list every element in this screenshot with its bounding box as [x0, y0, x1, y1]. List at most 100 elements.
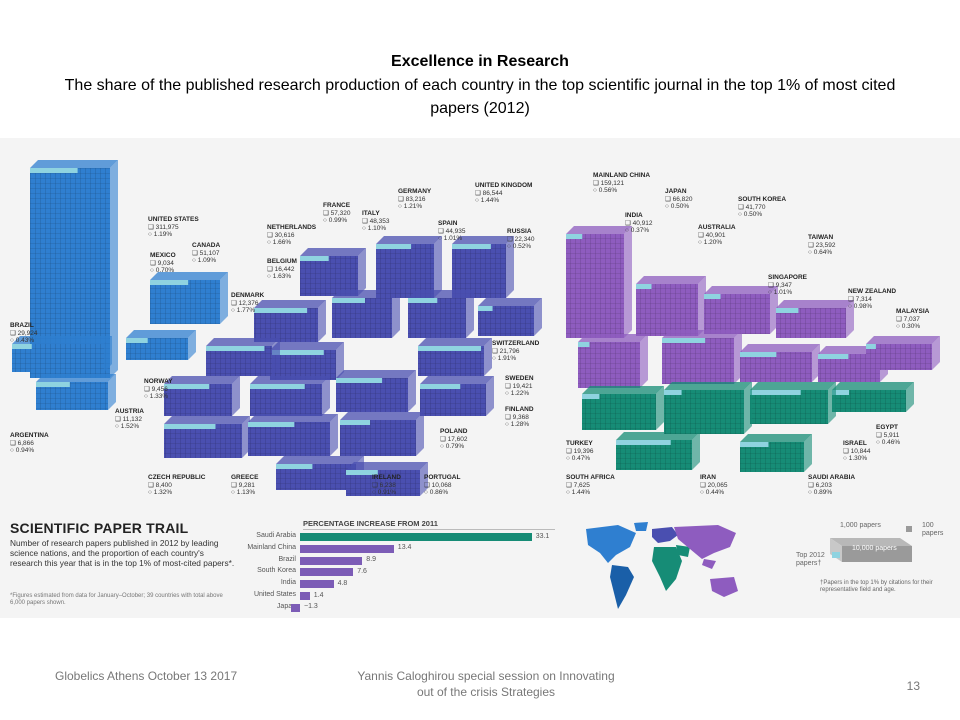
- bar-value-label: 1.4: [313, 591, 324, 599]
- bar-chart-title: PERCENTAGE INCREASE FROM 2011: [303, 519, 438, 528]
- country-name: SPAIN: [438, 220, 458, 227]
- block-israel: [750, 382, 836, 424]
- label-malaysia: MALAYSIA ❑ 7,037 ○ 0.30%: [896, 308, 929, 331]
- bar-value-label: 33.1: [535, 532, 550, 540]
- top1-share: ○ 0.94%: [10, 447, 35, 455]
- block-switzerland: [418, 338, 492, 376]
- footer-left: Globelics Athens October 13 2017: [55, 669, 238, 683]
- paper-count: ❑ 311,975: [148, 223, 179, 231]
- label-united-kingdom: UNITED KINGDOM ❑ 86,544 ○ 1.44%: [475, 182, 532, 205]
- slide-title-block: Excellence in Research The share of the …: [40, 50, 920, 120]
- country-name: MALAYSIA: [896, 308, 930, 315]
- bar-saudi-arabia: [300, 533, 532, 541]
- top1-highlight-united-kingdom: [452, 244, 491, 249]
- bar-category-label: United States: [253, 591, 296, 598]
- paper-count: ❑ 20,065: [700, 481, 728, 489]
- top1-share: ○ 0.56%: [593, 187, 618, 195]
- block-malaysia: [866, 336, 940, 370]
- top1-share: ○ 1.09%: [192, 257, 217, 265]
- top1-highlight-austria: [250, 384, 305, 389]
- country-name: FRANCE: [323, 202, 351, 209]
- top1-highlight-ireland: [276, 464, 313, 469]
- slide-title: Excellence in Research: [391, 53, 569, 70]
- label-australia: AUSTRALIA ❑ 40,901 ○ 1.20%: [698, 224, 736, 247]
- bar-value-label: −1.3: [304, 603, 318, 611]
- bar-chart: Saudi Arabia 33.1 Mainland China 13.4 Brazil…: [220, 532, 560, 625]
- world-map: [586, 522, 738, 609]
- block-canada: [150, 272, 228, 324]
- paper-count: ❑ 12,376: [231, 299, 259, 307]
- paper-count: ❑ 17,602: [440, 435, 468, 443]
- map-greenland: [634, 522, 648, 531]
- top1-share: ○ 0.86%: [424, 489, 449, 497]
- top1-highlight-egypt: [832, 390, 850, 395]
- bar-united-states: [300, 592, 310, 600]
- country-name: AUSTRIA: [115, 408, 144, 415]
- country-name: GERMANY: [398, 188, 432, 195]
- trail-footnote: *Figures estimated from data for January…: [10, 593, 223, 606]
- top1-highlight-finland: [336, 378, 383, 383]
- legend-graphic: [830, 526, 912, 562]
- paper-count: ❑ 7,314: [848, 295, 872, 303]
- paper-count: ❑ 9,034: [150, 259, 174, 267]
- paper-count: ❑ 57,320: [323, 209, 351, 217]
- block-france: [300, 248, 366, 296]
- map-middle-east: [676, 545, 690, 557]
- top1-highlight-new-zealand: [818, 354, 849, 359]
- paper-count: ❑ 66,820: [665, 195, 693, 203]
- country-name: TURKEY: [566, 440, 593, 447]
- top1-highlight-singapore: [740, 352, 777, 357]
- top1-highlight-spain: [408, 298, 438, 303]
- label-sweden: SWEDEN ❑ 19,421 ○ 1.22%: [505, 375, 534, 398]
- top1-highlight-netherlands: [254, 308, 308, 313]
- top1-highlight-japan: [636, 284, 652, 289]
- block-spain: [408, 290, 474, 338]
- bar-category-label: South Korea: [257, 567, 296, 575]
- top1-share: ○ 1.22%: [505, 390, 530, 398]
- map-southeast-asia: [702, 559, 716, 569]
- paper-count: ❑ 44,935: [438, 227, 466, 235]
- top1-share: ○ 0.50%: [665, 203, 690, 211]
- label-portugal: PORTUGAL ❑ 10,068 ○ 0.86%: [424, 474, 460, 497]
- block-argentina: [36, 374, 116, 410]
- label-italy: ITALY ❑ 48,353 ○ 1.10%: [362, 210, 390, 233]
- bar-category-label: Brazil: [278, 555, 296, 563]
- top1-share: ○ 1.44%: [475, 197, 500, 205]
- country-name: SAUDI ARABIA: [808, 474, 856, 481]
- block-south-africa: [616, 432, 700, 470]
- label-czech-republic: CZECH REPUBLIC ❑ 8,400 ○ 1.32%: [148, 474, 205, 497]
- label-singapore: SINGAPORE ❑ 9,347 ○ 1.01%: [768, 274, 807, 297]
- country-name: IRAN: [700, 474, 716, 481]
- paper-count: ❑ 9,347: [768, 281, 792, 289]
- top1-share: ○ 0.79%: [440, 443, 465, 451]
- label-iran: IRAN ❑ 20,065 ○ 0.44%: [700, 474, 728, 497]
- paper-count: ❑ 10,844: [843, 447, 871, 455]
- bar-chart-rule: [303, 529, 555, 530]
- label-japan: JAPAN ❑ 66,820 ○ 0.50%: [665, 188, 693, 211]
- block-iran: [664, 382, 752, 434]
- top1-highlight-australia: [662, 338, 706, 343]
- top1-share: ○ 0.43%: [10, 337, 35, 345]
- label-egypt: EGYPT ❑ 5,911 ○ 0.46%: [876, 424, 900, 447]
- label-south-korea: SOUTH KOREA ❑ 41,770 ○ 0.50%: [738, 196, 786, 219]
- country-name: FINLAND: [505, 406, 534, 413]
- top1-share: ○ 0.64%: [808, 249, 833, 257]
- country-name: PORTUGAL: [424, 474, 461, 481]
- paper-count: ❑ 30,616: [267, 231, 295, 239]
- country-name: IRELAND: [372, 474, 401, 481]
- country-name: INDIA: [625, 212, 643, 219]
- label-denmark: DENMARK ❑ 12,376 ○ 1.77%: [231, 292, 264, 315]
- label-norway: NORWAY ❑ 9,456 ○ 1.33%: [144, 378, 173, 401]
- country-name: NORWAY: [144, 378, 173, 385]
- paper-count: ❑ 40,912: [625, 219, 653, 227]
- top1-share: ○ 0.37%: [625, 227, 650, 235]
- top1-share: ○ 1.20%: [698, 239, 723, 247]
- label-brazil: BRAZIL ❑ 29,924 ○ 0.43%: [10, 322, 38, 345]
- map-north-america: [586, 525, 636, 563]
- bar-brazil: [300, 556, 363, 565]
- block-mainland-china: [566, 226, 632, 338]
- label-india: INDIA ❑ 40,912 ○ 0.37%: [625, 212, 653, 235]
- legend-1000-label: 1,000 papers: [840, 522, 881, 529]
- bar-category-label: Japan: [276, 602, 296, 610]
- label-canada: CANADA ❑ 51,107 ○ 1.09%: [192, 242, 220, 265]
